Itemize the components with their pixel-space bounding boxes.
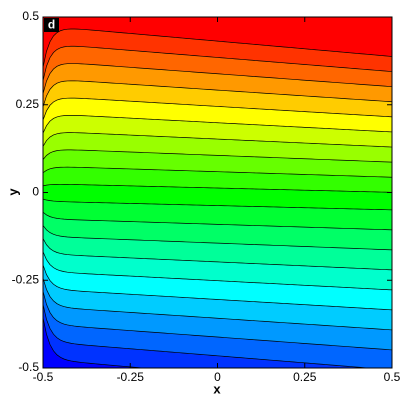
contour-line (43, 225, 392, 251)
contour-line (43, 132, 392, 148)
contour-line (43, 211, 392, 231)
contour-line (43, 238, 392, 271)
x-tick-label: 0.25 (293, 370, 317, 384)
contour-line (43, 28, 392, 68)
contour-line (43, 304, 373, 368)
y-tick-label: 0.25 (16, 97, 40, 111)
contour-line (43, 183, 392, 193)
y-tick-label: -0.25 (12, 272, 40, 286)
contour-field (43, 17, 392, 368)
y-tick-label: -0.5 (18, 360, 39, 374)
contour-line (43, 80, 392, 108)
y-axis-title: y (5, 188, 20, 196)
contour-line (43, 63, 392, 94)
x-axis-title: x (213, 381, 221, 396)
x-tick-label: -0.25 (117, 370, 145, 384)
contour-line (43, 45, 392, 81)
contour-line (43, 251, 392, 291)
contour-line (43, 198, 392, 211)
x-tick-label: 0 (214, 370, 221, 384)
panel-label-box (44, 18, 59, 32)
contour-line (43, 264, 392, 311)
x-tick-label: 0.5 (384, 370, 401, 384)
contour-line (43, 166, 392, 178)
y-tick-label: 0 (32, 185, 39, 199)
y-tick-label: 0.5 (22, 9, 39, 23)
contour-line (43, 277, 392, 331)
contour-band (43, 17, 392, 68)
contour-line (43, 97, 392, 121)
panel-label: d (48, 18, 55, 32)
contour-line (43, 149, 392, 163)
x-tick-label: -0.5 (33, 370, 54, 384)
contour-line (43, 115, 392, 134)
contour-line (43, 291, 392, 351)
contour-line (43, 317, 147, 368)
